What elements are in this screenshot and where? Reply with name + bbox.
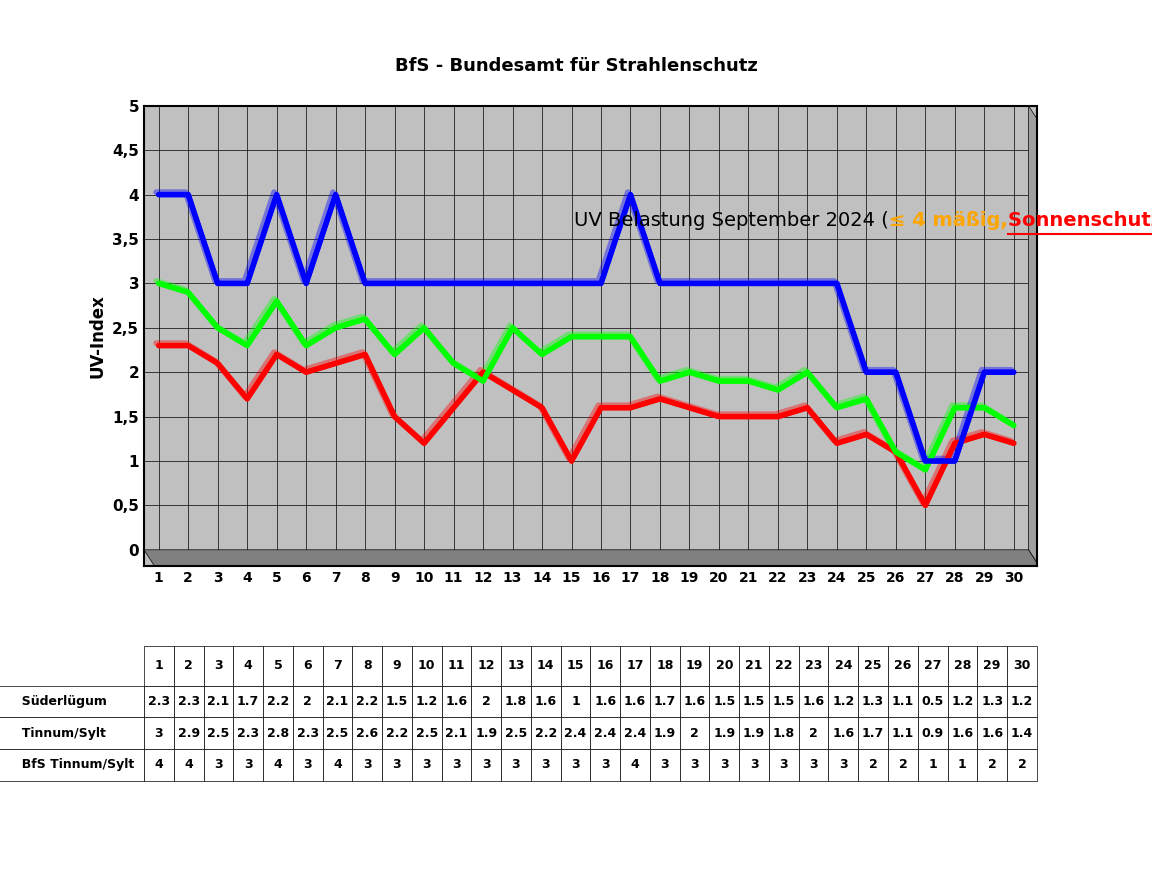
Text: Sonnenschutz notwendig: Sonnenschutz notwendig <box>1008 211 1152 230</box>
Polygon shape <box>144 549 1039 565</box>
Text: BfS - Bundesamt für Strahlenschutz: BfS - Bundesamt für Strahlenschutz <box>395 57 757 75</box>
Y-axis label: UV-Index: UV-Index <box>89 294 107 377</box>
Polygon shape <box>1029 106 1039 565</box>
Text: ≤ 4 mäßig,: ≤ 4 mäßig, <box>888 211 1008 230</box>
Text: UV Belastung September 2024 (: UV Belastung September 2024 ( <box>574 211 888 230</box>
